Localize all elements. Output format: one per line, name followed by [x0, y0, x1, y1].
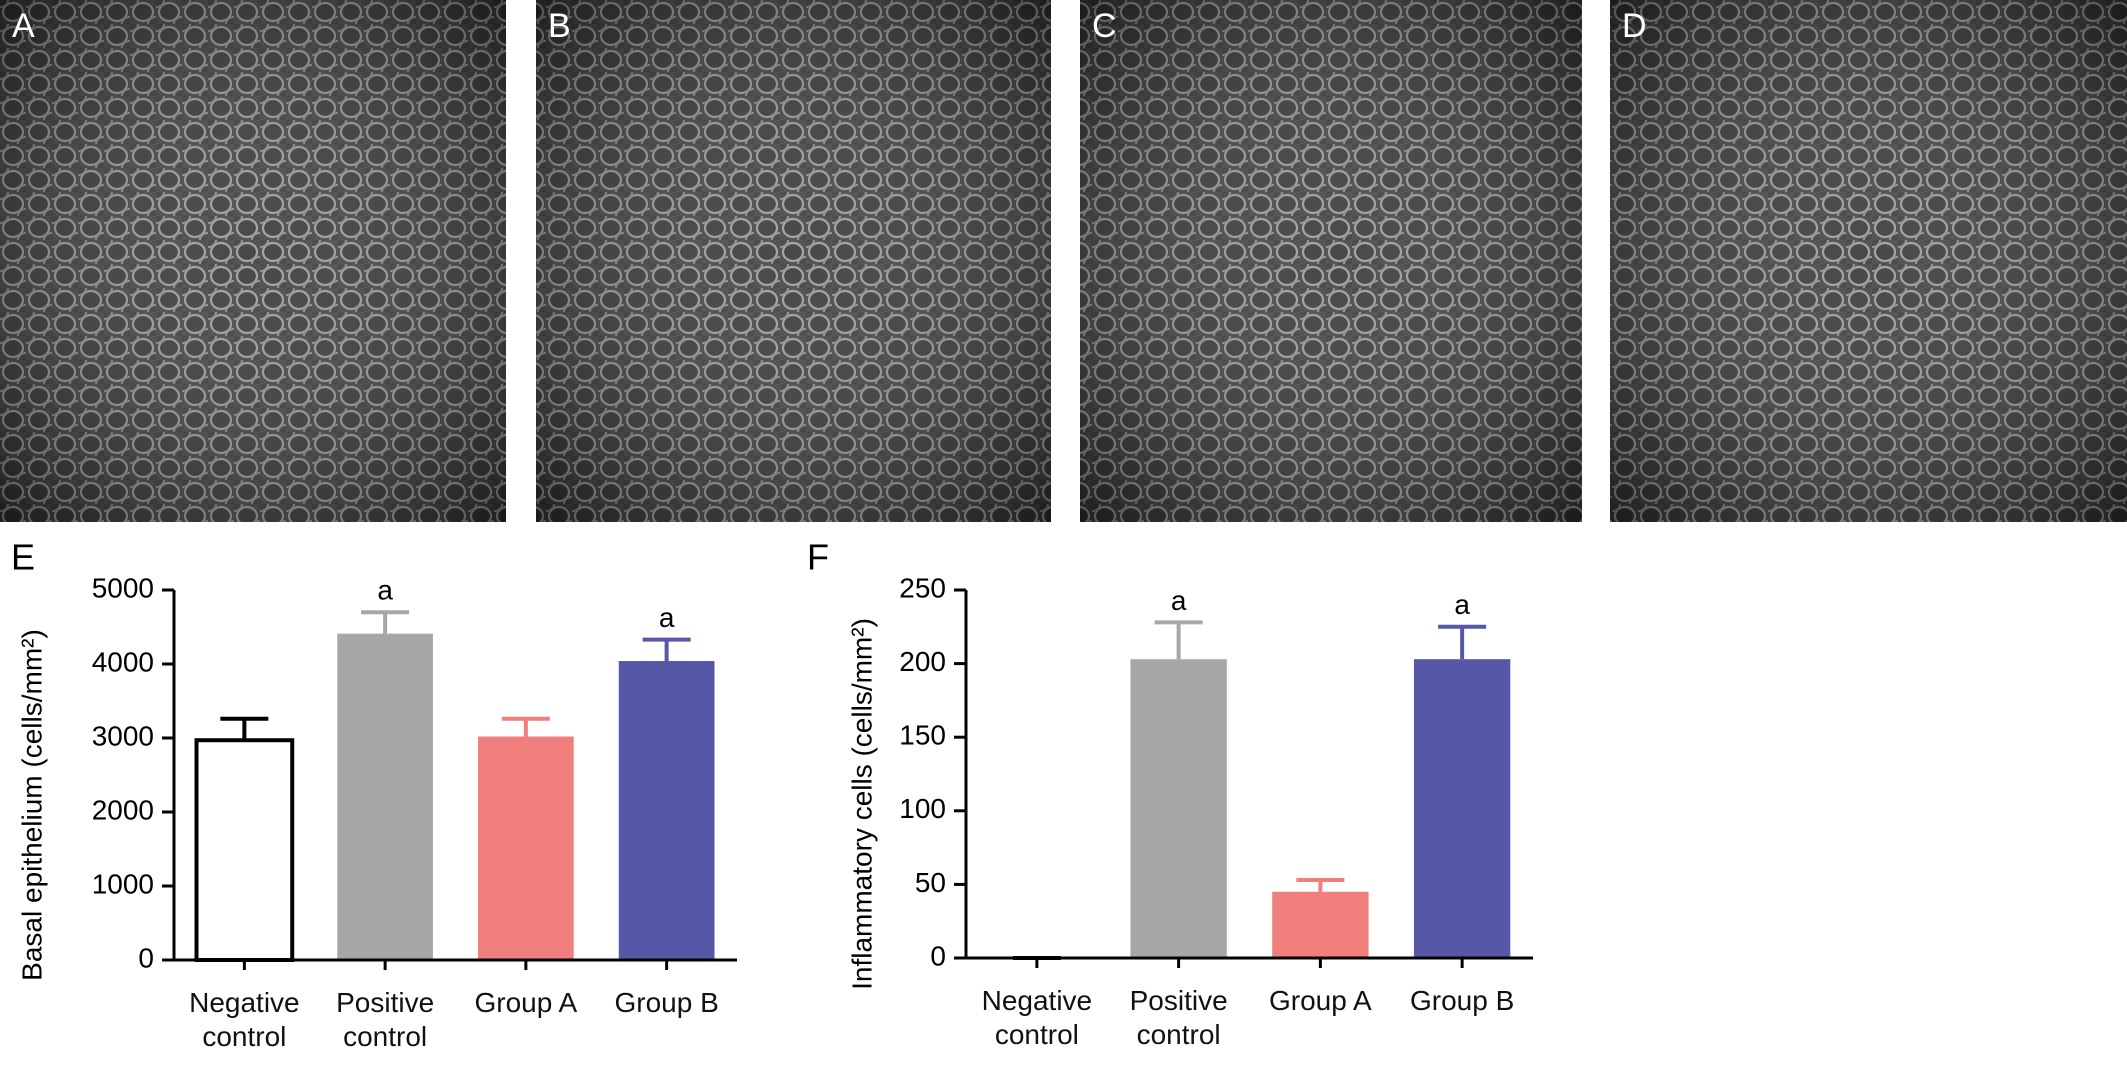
y-tick-label: 4000 — [92, 646, 154, 677]
panel-label: A — [12, 7, 35, 45]
x-tick-label: Group A — [474, 987, 578, 1018]
micrographs — [0, 0, 2127, 522]
panel-label: C — [1092, 7, 1117, 45]
y-tick-label: 250 — [899, 572, 946, 603]
panel-label: F — [807, 537, 829, 578]
shading — [1080, 0, 1582, 522]
bar — [337, 633, 433, 960]
significance-label: a — [1454, 589, 1470, 620]
x-tick-label: Negative control — [981, 985, 1093, 1050]
y-tick-label: 0 — [138, 942, 154, 973]
y-tick-label: 1000 — [92, 868, 154, 899]
y-tick-label: 5000 — [92, 572, 154, 603]
y-axis-label: Basal epithelium (cells/mm²) — [16, 629, 47, 981]
bar — [618, 661, 715, 960]
bar — [1272, 891, 1369, 958]
panel-label: D — [1622, 7, 1647, 45]
bar — [194, 738, 295, 962]
x-tick-label: Positive control — [1129, 985, 1228, 1050]
bar — [1413, 659, 1511, 958]
significance-label: a — [659, 602, 675, 633]
x-tick-label: Group B — [614, 987, 719, 1018]
significance-label: a — [377, 575, 393, 606]
y-tick-label: 0 — [930, 940, 946, 971]
x-tick-label: Group A — [1269, 985, 1372, 1016]
x-tick-label: Positive control — [336, 987, 435, 1052]
shading — [0, 0, 506, 522]
bar — [478, 736, 574, 960]
y-tick-label: 200 — [899, 646, 946, 677]
y-tick-label: 150 — [899, 720, 946, 751]
bar — [1130, 659, 1227, 958]
y-tick-label: 3000 — [92, 720, 154, 751]
x-tick-label: Group B — [1409, 985, 1515, 1016]
y-tick-label: 100 — [899, 793, 946, 824]
shading — [536, 0, 1051, 522]
y-axis-label: Inflammatory cells (cells/mm²) — [846, 618, 877, 990]
panel-label: B — [548, 7, 571, 45]
panel-label: E — [11, 537, 35, 578]
y-tick-label: 50 — [915, 867, 946, 898]
significance-label: a — [1171, 585, 1187, 616]
x-tick-label: Negative control — [189, 987, 300, 1052]
shading — [1610, 0, 2127, 522]
y-tick-label: 2000 — [92, 794, 154, 825]
